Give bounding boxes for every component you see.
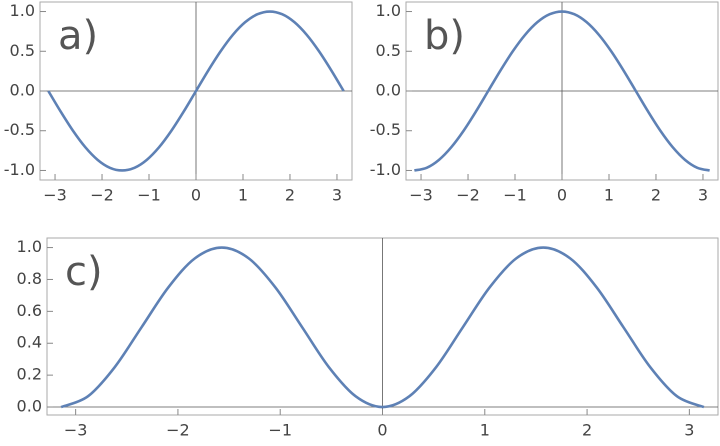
panel-label: a) — [58, 13, 98, 59]
y-tick-label: 1.0 — [376, 1, 401, 20]
panel: −3 −2 −1 0 1 2 3 -1.0 -0.5 0.0 0.5 1.0 b) — [370, 1, 719, 205]
x-tick-label: 2 — [285, 186, 295, 205]
y-tick-label: 1.0 — [10, 1, 35, 20]
y-tick-label: 0.0 — [376, 81, 401, 100]
panel: −3 −2 −1 0 1 2 3 -1.0 -0.5 0.0 0.5 1.0 a) — [4, 1, 353, 205]
x-tick-label: 3 — [698, 186, 708, 205]
x-tick-label: 3 — [684, 421, 694, 440]
x-tick-label: 3 — [332, 186, 342, 205]
y-tick-label: 0.0 — [10, 81, 35, 100]
y-tick-label: 0.8 — [17, 269, 42, 288]
curve — [60, 246, 705, 409]
y-tick-label: 0.5 — [376, 41, 401, 60]
y-tick-label: 0.5 — [10, 41, 35, 60]
x-tick-label: −3 — [43, 186, 67, 205]
y-tick-label: 0.6 — [17, 301, 42, 320]
x-tick-label: −3 — [64, 421, 88, 440]
x-tick-label: −2 — [90, 186, 114, 205]
y-tick-label: -0.5 — [370, 120, 401, 139]
x-tick-label: −1 — [137, 186, 161, 205]
x-tick-label: 2 — [582, 421, 592, 440]
x-tick-label: 0 — [377, 421, 387, 440]
x-tick-label: 1 — [604, 186, 614, 205]
y-tick-label: -1.0 — [370, 160, 401, 179]
panel-label: c) — [65, 249, 103, 295]
curve — [47, 10, 345, 172]
x-tick-label: −2 — [166, 421, 190, 440]
y-tick-label: 1.0 — [17, 237, 42, 256]
y-tick-label: 0.2 — [17, 365, 42, 384]
y-tick-label: -0.5 — [4, 120, 35, 139]
x-tick-label: 1 — [238, 186, 248, 205]
x-tick-label: −3 — [409, 186, 433, 205]
panel: −3 −2 −1 0 1 2 3 0.0 0.2 0.4 0.6 0.8 1.0 c) — [17, 237, 719, 440]
x-tick-label: 1 — [480, 421, 490, 440]
x-tick-label: −2 — [456, 186, 480, 205]
y-tick-label: -1.0 — [4, 160, 35, 179]
x-tick-label: −1 — [503, 186, 527, 205]
curve — [414, 10, 710, 172]
x-tick-label: 2 — [651, 186, 661, 205]
x-tick-label: −1 — [268, 421, 292, 440]
y-tick-label: 0.4 — [17, 333, 42, 352]
panel-label: b) — [424, 13, 465, 59]
y-tick-label: 0.0 — [17, 397, 42, 416]
x-tick-label: 0 — [191, 186, 201, 205]
x-tick-label: 0 — [557, 186, 567, 205]
